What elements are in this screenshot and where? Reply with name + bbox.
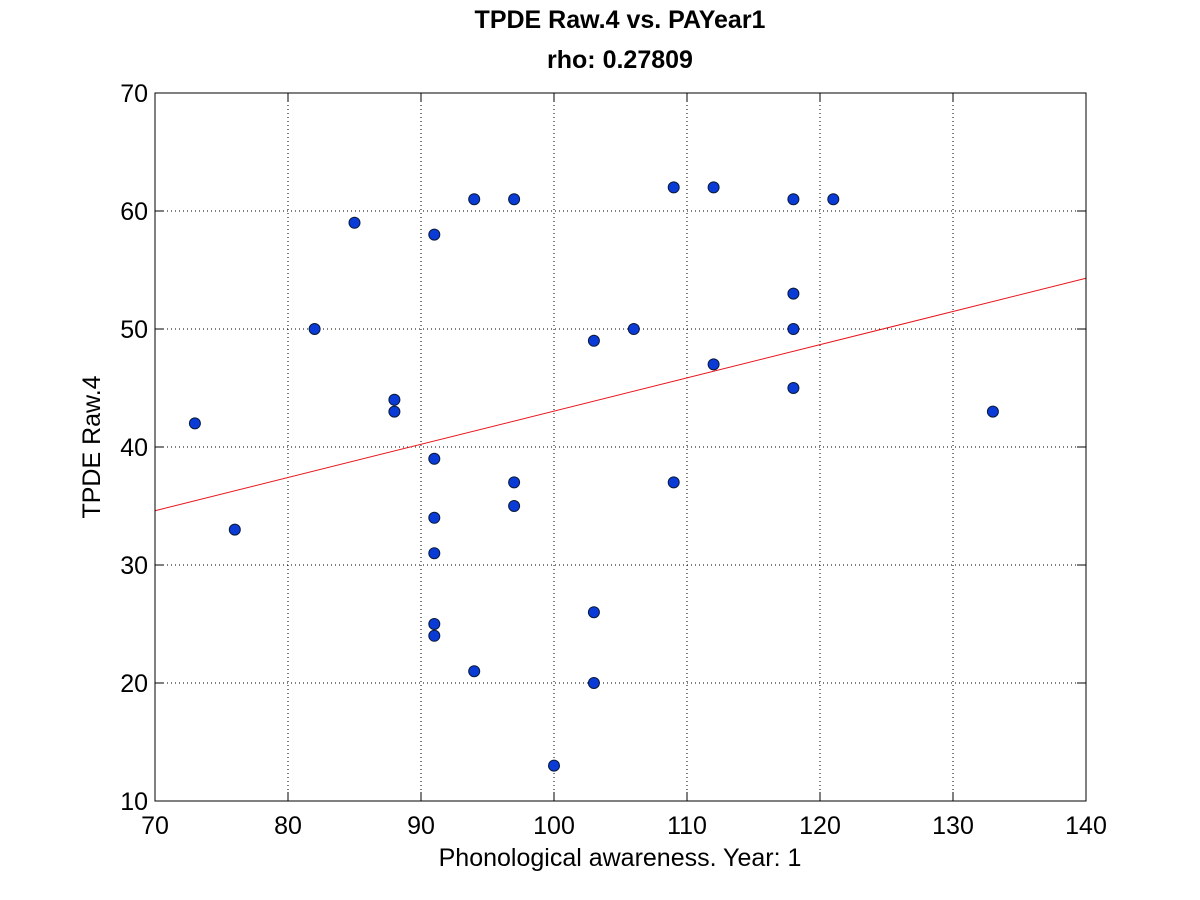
y-tick-label: 10 <box>120 788 148 816</box>
data-point <box>587 606 600 619</box>
x-tick-label: 120 <box>799 812 841 840</box>
data-point <box>827 193 840 206</box>
x-tick-label: 70 <box>141 812 169 840</box>
data-point <box>587 677 600 689</box>
chart-title: TPDE Raw.4 vs. PAYear1 <box>475 6 766 34</box>
data-point <box>428 547 441 560</box>
data-point <box>428 511 441 524</box>
data-point <box>787 382 800 394</box>
x-axis-label: Phonological awareness. Year: 1 <box>439 844 802 872</box>
data-point <box>787 193 800 206</box>
y-tick-label: 20 <box>120 670 148 698</box>
data-point <box>428 228 441 241</box>
fit-line-group <box>154 277 1087 512</box>
data-points <box>188 181 999 772</box>
data-point <box>428 618 441 630</box>
y-tick-label: 70 <box>120 80 148 108</box>
data-point <box>348 216 361 229</box>
y-axis-label: TPDE Raw.4 <box>78 375 106 518</box>
data-point <box>787 323 800 335</box>
data-point <box>388 393 401 406</box>
data-point <box>667 181 680 194</box>
x-tick-label: 90 <box>407 812 435 840</box>
x-tick-label: 140 <box>1065 812 1107 840</box>
data-point <box>428 452 441 465</box>
x-tick-label: 80 <box>274 812 302 840</box>
y-tick-label: 50 <box>120 316 148 344</box>
data-point <box>667 476 680 489</box>
data-point <box>308 323 321 335</box>
data-point <box>587 334 600 347</box>
data-point <box>228 523 241 536</box>
x-tick-label: 100 <box>533 812 575 840</box>
y-tick-label: 30 <box>120 552 148 580</box>
data-point <box>428 629 441 642</box>
x-tick-label: 110 <box>667 812 707 840</box>
y-tick-label: 40 <box>120 434 148 462</box>
chart-subtitle: rho: 0.27809 <box>547 46 693 74</box>
data-point <box>627 323 640 335</box>
data-point <box>188 417 201 430</box>
fit-line <box>154 277 1087 512</box>
plot-area <box>155 93 1086 801</box>
data-point <box>508 193 521 206</box>
data-point <box>707 358 720 371</box>
data-point <box>787 287 800 300</box>
data-point <box>508 500 521 512</box>
data-point <box>548 759 560 772</box>
x-axis-ticks: 70 80 90 100 110 120 130 140 <box>141 93 1107 840</box>
data-point <box>707 181 720 194</box>
data-point <box>468 193 481 206</box>
data-point <box>986 405 999 418</box>
y-axis-ticks: 10 20 30 40 50 60 70 <box>120 80 1086 816</box>
data-point <box>508 476 521 489</box>
x-tick-label: 130 <box>932 812 974 840</box>
data-point <box>468 665 481 678</box>
data-point <box>388 405 401 418</box>
y-tick-label: 60 <box>120 198 148 226</box>
